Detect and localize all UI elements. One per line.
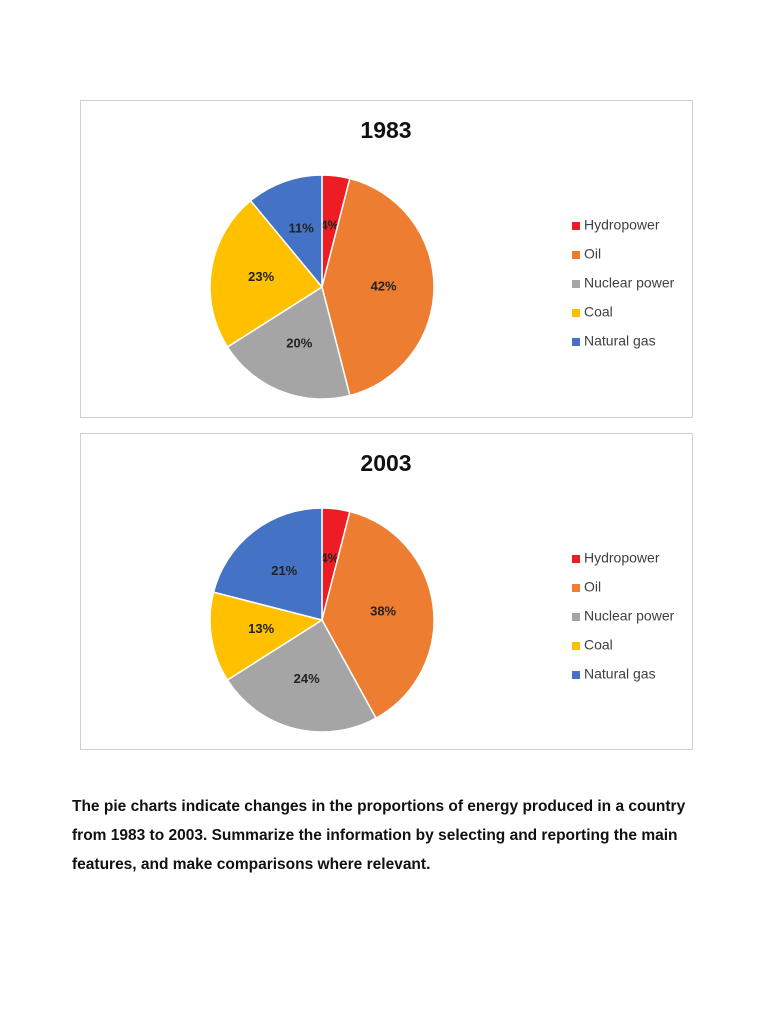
legend-swatch bbox=[572, 222, 580, 230]
legend-label: Coal bbox=[584, 637, 613, 653]
legend-label: Natural gas bbox=[584, 333, 656, 349]
legend-label: Nuclear power bbox=[584, 275, 675, 291]
data-label: 21% bbox=[271, 563, 297, 578]
task-text: The pie charts indicate changes in the p… bbox=[72, 798, 686, 873]
legend-label: Hydropower bbox=[584, 217, 660, 233]
data-label: 38% bbox=[370, 604, 396, 619]
pie-slice bbox=[321, 510, 435, 720]
data-label: 42% bbox=[371, 278, 397, 293]
data-label: 4% bbox=[320, 217, 339, 232]
legend-swatch bbox=[572, 338, 580, 346]
legend-label: Coal bbox=[584, 304, 613, 320]
pie-slice bbox=[226, 618, 377, 733]
legend-swatch bbox=[572, 613, 580, 621]
legend-label: Nuclear power bbox=[584, 608, 675, 624]
legend-swatch bbox=[572, 280, 580, 288]
chart-title: 2003 bbox=[360, 450, 411, 476]
legend-swatch bbox=[572, 309, 580, 317]
data-label: 20% bbox=[286, 336, 312, 351]
pie-slice bbox=[212, 507, 323, 621]
pie-slice bbox=[226, 285, 351, 400]
pie-slice bbox=[209, 591, 324, 682]
legend-label: Oil bbox=[584, 246, 601, 262]
legend-swatch bbox=[572, 584, 580, 592]
data-label: 23% bbox=[248, 269, 274, 284]
legend-label: Natural gas bbox=[584, 666, 656, 682]
charts: 1983 4% 42% 20% 23% 11% Hydropower Oil Nuclear p… bbox=[80, 100, 693, 750]
data-label: 11% bbox=[288, 220, 314, 235]
legend-label: Oil bbox=[584, 579, 601, 595]
chart-title: 1983 bbox=[360, 117, 411, 143]
legend-label: Hydropower bbox=[584, 550, 660, 566]
pie-slice bbox=[209, 199, 324, 349]
pie-slice bbox=[249, 174, 323, 290]
pie-slice bbox=[321, 177, 435, 397]
data-label: 13% bbox=[248, 621, 274, 636]
legend-swatch bbox=[572, 671, 580, 679]
data-label: 24% bbox=[294, 671, 320, 686]
legend-swatch bbox=[572, 555, 580, 563]
legend-swatch bbox=[572, 251, 580, 259]
legend-swatch bbox=[572, 642, 580, 650]
data-label: 4% bbox=[320, 550, 339, 565]
